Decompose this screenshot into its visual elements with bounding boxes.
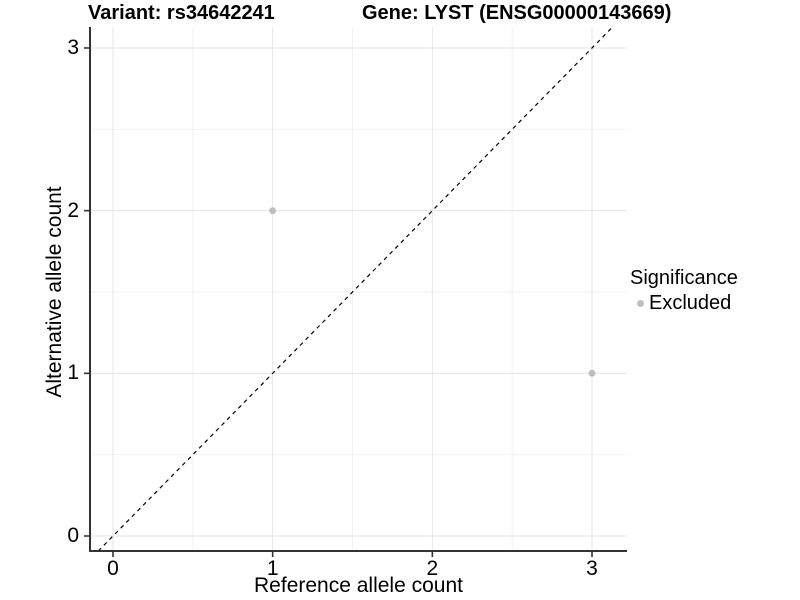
x-axis-label: Reference allele count	[254, 574, 463, 597]
legend-title: Significance	[630, 267, 738, 289]
legend-item-label: Excluded	[649, 292, 732, 314]
plot-title-gene: Gene: LYST (ENSG00000143669)	[362, 2, 672, 24]
x-tick-label: 2	[426, 557, 439, 580]
data-point	[588, 369, 596, 377]
y-tick-label: 1	[67, 361, 79, 385]
legend: Significance Excluded	[630, 266, 738, 315]
x-tick-label: 3	[586, 557, 598, 580]
data-point	[269, 207, 277, 215]
legend-item-excluded: Excluded	[637, 291, 738, 315]
x-tick-label: 1	[266, 557, 279, 580]
plot-title-variant: Variant: rs34642241	[88, 2, 275, 24]
y-tick-label: 0	[67, 524, 79, 547]
y-tick-label: 3	[67, 35, 79, 59]
y-tick-label: 2	[67, 198, 79, 222]
x-tick-label: 0	[107, 557, 119, 580]
identity-dashed-line	[97, 26, 614, 552]
legend-point-icon	[637, 299, 644, 307]
